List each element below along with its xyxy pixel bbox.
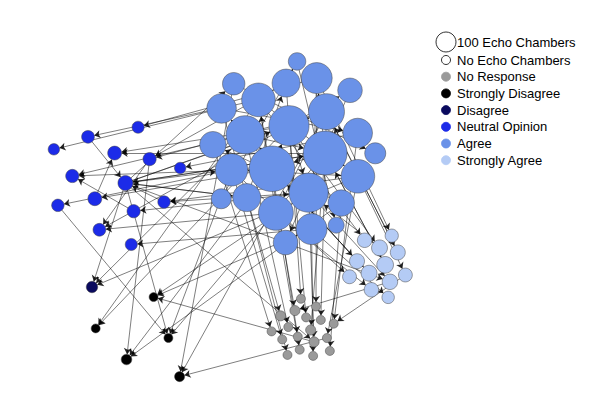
svg-text:100 Echo Chambers: 100 Echo Chambers <box>457 35 576 50</box>
svg-text:Strongly Disagree: Strongly Disagree <box>457 86 560 101</box>
svg-text:Strongly Agree: Strongly Agree <box>457 153 542 168</box>
svg-text:Agree: Agree <box>457 136 492 151</box>
svg-text:Disagree: Disagree <box>457 103 509 118</box>
svg-text:No Echo Chambers: No Echo Chambers <box>457 53 571 68</box>
svg-text:No Response: No Response <box>457 69 536 84</box>
svg-text:Neutral Opinion: Neutral Opinion <box>457 119 547 134</box>
